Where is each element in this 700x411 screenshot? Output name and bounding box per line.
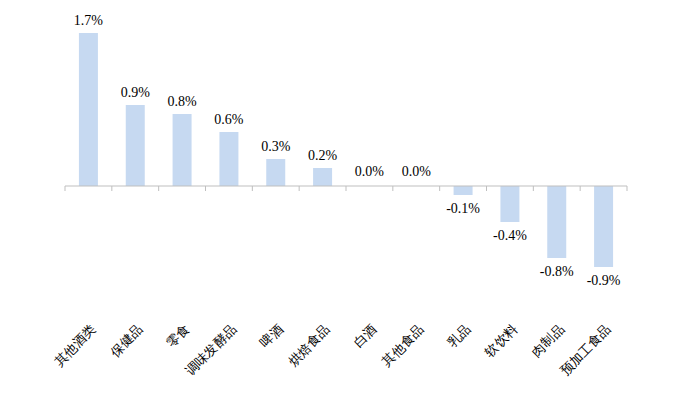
bars [79, 33, 613, 267]
bar [500, 186, 519, 222]
category-separator [252, 186, 253, 191]
category-label: 零食 [163, 322, 192, 351]
bar [173, 114, 192, 186]
data-label: -0.1% [446, 201, 480, 216]
category-label: 肉制品 [529, 322, 567, 360]
bar [454, 186, 473, 195]
category-separator [346, 186, 347, 191]
data-label: -0.8% [540, 264, 574, 279]
category-label: 乳品 [444, 322, 473, 351]
data-label: -0.9% [587, 273, 621, 288]
category-separator [65, 186, 66, 191]
category-separator [158, 186, 159, 191]
data-label: 0.9% [121, 85, 151, 100]
category-separator [111, 186, 112, 191]
category-separator [627, 186, 628, 191]
data-label: 0.2% [308, 148, 338, 163]
category-label: 调味发酵品 [182, 322, 239, 379]
category-label: 其他酒类 [51, 322, 98, 369]
category-label: 白酒 [351, 322, 380, 351]
chart: 1.7% 0.9% 0.8% 0.6% 0.3% 0.2% 0.0% 0.0% -0.1% -0.… [0, 0, 700, 411]
bar [219, 132, 238, 186]
category-separator [580, 186, 581, 191]
bar [313, 168, 332, 186]
bar [547, 186, 566, 258]
data-label: -0.4% [493, 228, 527, 243]
category-separator [205, 186, 206, 191]
bar [266, 159, 285, 186]
category-separator [533, 186, 534, 191]
category-label: 预加工食品 [557, 322, 614, 379]
bar [126, 105, 145, 186]
category-separator [299, 186, 300, 191]
data-label: 0.0% [355, 164, 385, 179]
data-label: 0.6% [214, 112, 244, 127]
data-label: 0.0% [402, 164, 432, 179]
data-label: 0.8% [167, 94, 197, 109]
category-label: 软饮料 [482, 322, 520, 360]
category-separator [486, 186, 487, 191]
category-separator [392, 186, 393, 191]
category-label: 保健品 [107, 322, 145, 360]
bar [79, 33, 98, 186]
data-label: 1.7% [74, 13, 104, 28]
data-label: 0.3% [261, 139, 291, 154]
category-separator [439, 186, 440, 191]
category-label: 啤酒 [257, 322, 286, 351]
category-label: 烘焙食品 [285, 322, 332, 369]
bar [594, 186, 613, 267]
category-label: 其他食品 [379, 322, 426, 369]
